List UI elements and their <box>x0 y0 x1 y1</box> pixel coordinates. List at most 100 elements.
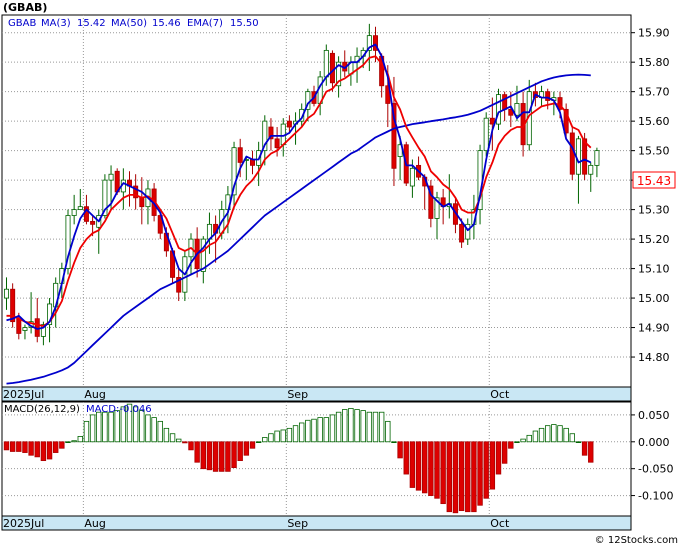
macd-bar-56 <box>348 408 354 443</box>
ma50-line <box>6 73 591 385</box>
macd-bar-75 <box>465 441 471 513</box>
macd-bar-42 <box>262 437 268 443</box>
price-plot-area <box>1 14 632 389</box>
candle-body-32 <box>200 238 206 272</box>
macd-bar-18 <box>114 410 120 443</box>
legend-ma50-label: MA(50) <box>111 18 147 29</box>
macd-bar-73 <box>452 441 459 514</box>
macd-tick-label-0: 0.050 <box>638 409 670 422</box>
price-tick-label-5: 15.30 <box>638 204 670 217</box>
candle-body-12 <box>77 206 83 211</box>
macd-bar-95 <box>588 441 594 463</box>
macd-bar-60 <box>372 411 379 443</box>
macd-bar-46 <box>286 427 293 443</box>
macd-bar-32 <box>200 441 206 470</box>
macd-bar-76 <box>471 441 477 513</box>
price-lines <box>6 43 592 385</box>
macd-bar-26 <box>163 427 170 443</box>
legend-ma3-label: MA(3) <box>41 18 71 29</box>
candle-83 <box>514 85 520 122</box>
macd-bar-2 <box>16 441 22 452</box>
macd-bar-37 <box>231 441 237 469</box>
candle-body-90 <box>557 97 563 110</box>
macd-bar-36 <box>225 441 231 472</box>
price-month-band-bg <box>1 386 632 402</box>
candle-body-53 <box>329 52 335 84</box>
macd-tick-label-2: -0.050 <box>638 463 673 476</box>
macd-bar-3 <box>22 441 28 453</box>
macd-bar-47 <box>292 425 299 443</box>
candle-body-1 <box>10 288 16 323</box>
macd-bar-86 <box>532 430 539 443</box>
macd-bar-66 <box>409 441 416 488</box>
macd-bar-63 <box>391 441 397 443</box>
candle-79 <box>489 97 495 151</box>
candle-95 <box>588 162 594 192</box>
macd-bar-25 <box>157 420 163 443</box>
macd-bar-94 <box>581 441 588 456</box>
candle-body-92 <box>569 132 575 175</box>
macd-bar-53 <box>329 414 336 443</box>
macd-month-labels: 2025Jul Aug Sep Oct <box>3 517 510 530</box>
last-price-label: 15.43 <box>637 174 671 188</box>
macd-bar-21 <box>132 406 139 443</box>
candle-body-95 <box>588 164 594 175</box>
candle-body-3 <box>22 327 28 331</box>
macd-bar-24 <box>151 417 157 443</box>
macd-bar-74 <box>458 441 465 512</box>
macd-bar-0 <box>3 441 10 451</box>
candle-75 <box>465 218 471 245</box>
price-panel: 14.8014.9015.0015.1015.2015.3015.4015.50… <box>1 14 676 389</box>
macd-month-label-3: Oct <box>490 517 510 530</box>
candle-body-22 <box>139 197 145 208</box>
price-tick-label-1: 14.90 <box>638 322 670 335</box>
macd-bar-70 <box>434 441 440 499</box>
price-tick-label-3: 15.10 <box>638 263 670 276</box>
price-tick-label-2: 15.00 <box>638 292 670 305</box>
price-month-label-3: Oct <box>490 388 510 401</box>
macd-label: MACD(26,12,9) <box>4 404 80 415</box>
candle-11 <box>71 194 77 225</box>
last-price-box <box>632 171 676 189</box>
candle-body-7 <box>47 303 53 326</box>
candle-body-37 <box>231 147 237 196</box>
legend-ticker: GBAB <box>8 18 36 29</box>
candle-43 <box>268 118 274 151</box>
candle-body-10 <box>65 215 71 269</box>
candle-body-88 <box>545 91 551 101</box>
macd-bar-87 <box>538 427 545 443</box>
price-month-band: 2025Jul Aug Sep Oct <box>1 386 632 402</box>
macd-bar-45 <box>280 429 286 443</box>
macd-bar-48 <box>298 422 305 443</box>
candle-body-2 <box>16 318 22 334</box>
candle-78 <box>483 112 489 157</box>
candle-92 <box>569 127 575 181</box>
macd-bar-5 <box>34 441 40 458</box>
candle-body-78 <box>483 117 489 152</box>
macd-bar-19 <box>120 406 127 443</box>
price-axis: 14.8014.9015.0015.1015.2015.3015.4015.50… <box>631 27 670 364</box>
macd-bar-39 <box>243 441 250 456</box>
candle-54 <box>336 56 342 98</box>
price-month-label-1: Aug <box>84 388 105 401</box>
macd-month-band: 2025Jul Aug Sep Oct <box>1 515 632 531</box>
macd-bar-29 <box>182 441 188 444</box>
macd-bar-80 <box>495 441 502 475</box>
macd-bar-31 <box>194 441 200 463</box>
price-month-label-0: 2025Jul <box>3 388 44 401</box>
macd-bar-14 <box>89 414 96 443</box>
candle-body-94 <box>582 138 588 175</box>
macd-bar-62 <box>385 420 391 443</box>
candle-body-52 <box>323 49 329 78</box>
macd-bar-43 <box>268 433 274 443</box>
macd-bar-93 <box>575 441 582 443</box>
macd-month-label-1: Aug <box>84 517 105 530</box>
macd-bar-50 <box>311 418 317 443</box>
legend: GBAB MA(3) 15.42 MA(50) 15.46 EMA(7) 15.… <box>8 18 259 29</box>
macd-bar-23 <box>145 414 151 443</box>
price-tick-label-0: 14.80 <box>638 351 670 364</box>
macd-bar-16 <box>102 411 108 443</box>
macd-bar-13 <box>83 420 90 443</box>
macd-bar-81 <box>501 441 508 464</box>
